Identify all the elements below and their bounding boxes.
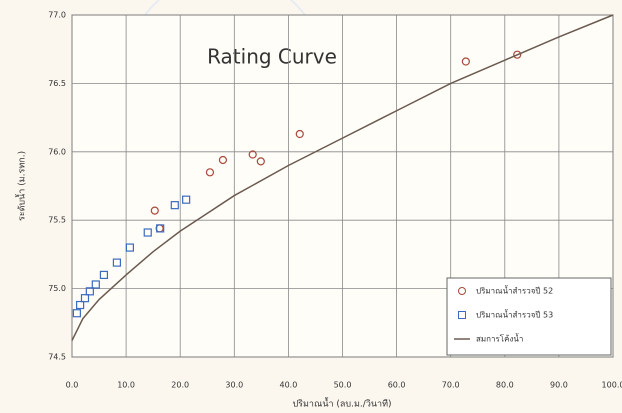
x-tick-label: 30.0 xyxy=(225,381,243,390)
y-tick-label: 77.0 xyxy=(48,11,66,20)
x-tick-label: 90.0 xyxy=(550,381,568,390)
y-tick-label: 75.0 xyxy=(48,284,66,293)
y-tick-label: 74.5 xyxy=(48,353,66,362)
x-tick-label: 0.0 xyxy=(66,381,79,390)
x-tick-label: 60.0 xyxy=(388,381,406,390)
chart-title: Rating Curve xyxy=(207,45,337,69)
y-tick-label: 76.0 xyxy=(48,147,66,156)
x-tick-label: 10.0 xyxy=(117,381,135,390)
chart: Rating Curve ปริมาณน้ำ (ลบ.ม./วินาที) ระ… xyxy=(0,0,622,413)
legend-label: ปริมาณน้ำสำรวจปี 52 xyxy=(476,285,553,296)
y-tick-label: 75.5 xyxy=(48,216,66,225)
legend: ปริมาณน้ำสำรวจปี 52 ปริมาณน้ำสำรวจปี 53 สม… xyxy=(447,278,611,355)
legend-label: สมการโค้งน้ำ xyxy=(476,333,523,344)
x-tick-label: 20.0 xyxy=(171,381,189,390)
x-tick-label: 40.0 xyxy=(279,381,297,390)
x-tick-label: 50.0 xyxy=(334,381,352,390)
legend-label: ปริมาณน้ำสำรวจปี 53 xyxy=(476,309,553,320)
x-tick-label: 100.0 xyxy=(602,381,622,390)
y-tick-label: 76.5 xyxy=(48,79,66,88)
x-tick-label: 80.0 xyxy=(496,381,514,390)
x-tick-label: 70.0 xyxy=(442,381,460,390)
